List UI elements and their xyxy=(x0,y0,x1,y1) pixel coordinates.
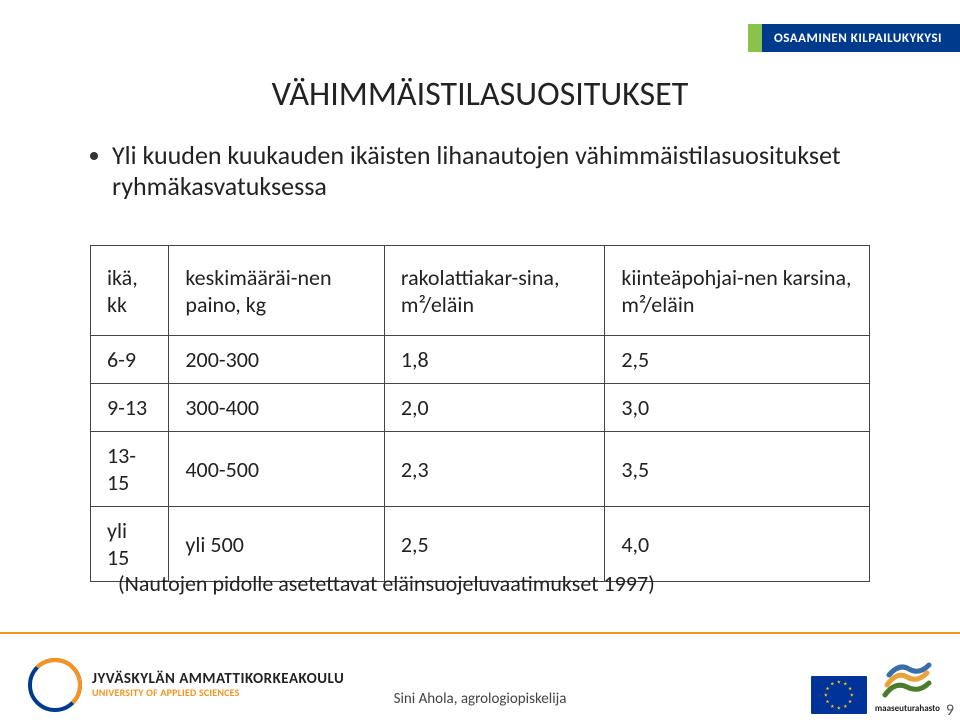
footer: JYVÄSKYLÄN AMMATTIKORKEAKOULU UNIVERSITY… xyxy=(0,632,960,720)
page-number: 9 xyxy=(946,701,954,720)
table-row: 9-13 300-400 2,0 3,0 xyxy=(91,384,870,432)
body-bullet: Yli kuuden kuukauden ikäisten lihanautoj… xyxy=(90,140,870,202)
table-cell: 3,0 xyxy=(605,384,870,432)
table-cell: 3,5 xyxy=(605,432,870,507)
table-row: 13-15 400-500 2,3 3,5 xyxy=(91,432,870,507)
table-cell: 6-9 xyxy=(91,336,169,384)
banner-accent xyxy=(748,24,762,52)
table-cell: 400-500 xyxy=(169,432,385,507)
right-logos: maaseuturahasto xyxy=(811,661,940,714)
table-row: 6-9 200-300 1,8 2,5 xyxy=(91,336,870,384)
table-cell: 2,5 xyxy=(605,336,870,384)
table-cell: 2,3 xyxy=(384,432,604,507)
footer-divider xyxy=(0,632,960,634)
top-banner: OSAAMINEN KILPAILUKYKYSI xyxy=(748,24,960,52)
table-cell: 200-300 xyxy=(169,336,385,384)
slide: OSAAMINEN KILPAILUKYKYSI VÄHIMMÄISTILASU… xyxy=(0,0,960,720)
table-header-cell: rakolattiakar-sina, m²/eläin xyxy=(384,246,604,336)
bullet-text: Yli kuuden kuukauden ikäisten lihanautoj… xyxy=(112,140,870,202)
table-header-cell: keskimääräi-nen paino, kg xyxy=(169,246,385,336)
table-cell: 300-400 xyxy=(169,384,385,432)
eu-flag-icon xyxy=(811,676,867,714)
reference-text: (Nautojen pidolle asetettavat eläinsuoje… xyxy=(118,570,655,597)
table-header-cell: kiinteäpohjai-nen karsina, m²/eläin xyxy=(605,246,870,336)
fund-logo-icon xyxy=(881,661,933,701)
table-header-row: ikä, kk keskimääräi-nen paino, kg rakola… xyxy=(91,246,870,336)
fund-label: maaseuturahasto xyxy=(875,703,940,714)
table-cell: 1,8 xyxy=(384,336,604,384)
table-cell: 2,0 xyxy=(384,384,604,432)
table-cell: 13-15 xyxy=(91,432,169,507)
bullet-dot-icon xyxy=(90,152,98,160)
banner-text: OSAAMINEN KILPAILUKYKYSI xyxy=(762,24,960,52)
table-header-cell: ikä, kk xyxy=(91,246,169,336)
table-cell: 9-13 xyxy=(91,384,169,432)
fund-logo: maaseuturahasto xyxy=(875,661,940,714)
page-title: VÄHIMMÄISTILASUOSITUKSET xyxy=(0,74,960,115)
data-table: ikä, kk keskimääräi-nen paino, kg rakola… xyxy=(90,245,870,582)
